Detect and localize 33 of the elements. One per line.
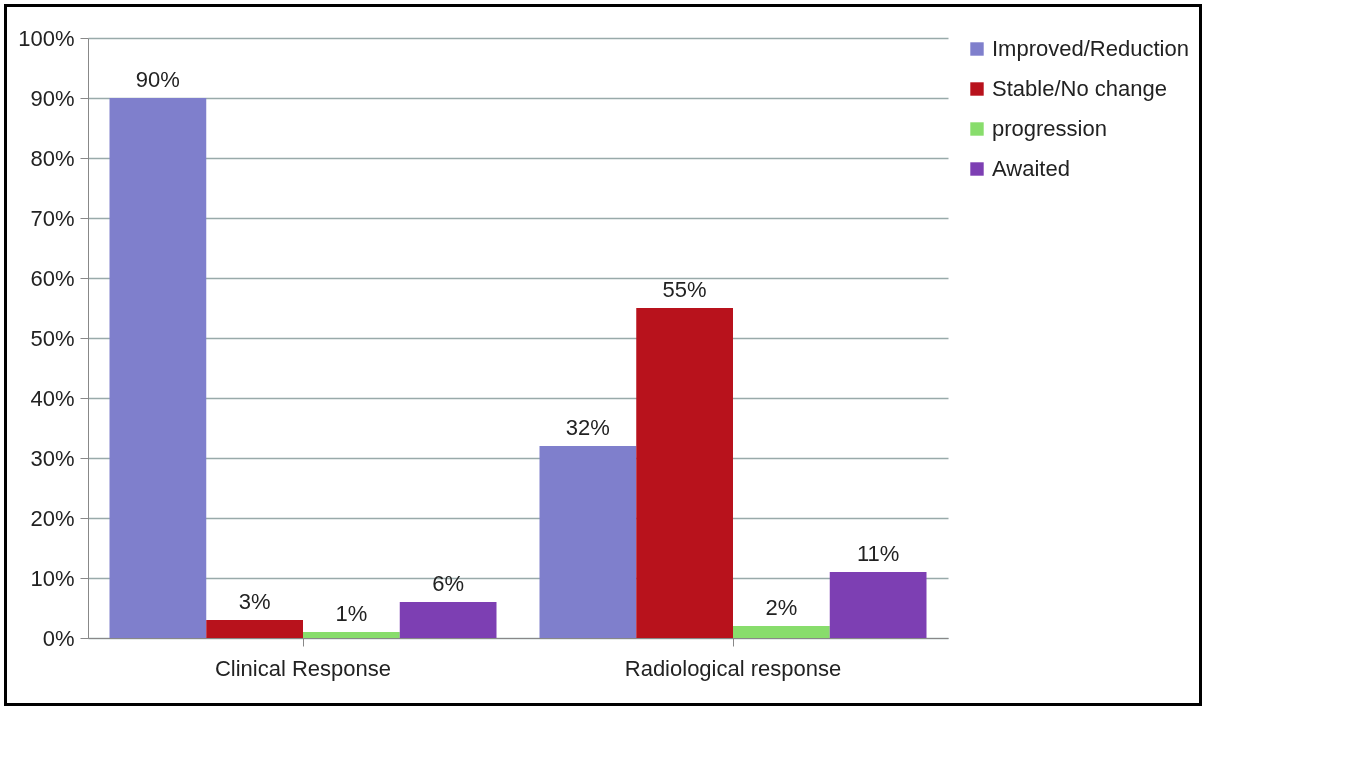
x-tick-label: Clinical Response — [214, 655, 392, 681]
data-label: 32% — [565, 415, 610, 440]
data-label: 6% — [432, 571, 465, 596]
data-label: 3% — [238, 589, 271, 614]
y-tick-label: 80% — [30, 145, 75, 171]
legend-label: progression — [992, 116, 1107, 141]
y-tick-label: 20% — [30, 505, 75, 531]
y-tick-label: 40% — [30, 385, 75, 411]
bar — [733, 626, 830, 638]
y-tick-label: 10% — [30, 565, 75, 591]
y-tick-label: 0% — [42, 625, 75, 651]
bar — [206, 620, 303, 638]
y-tick-label: 60% — [30, 265, 75, 291]
y-tick-label: 70% — [30, 205, 75, 231]
y-tick-label: 100% — [18, 25, 75, 51]
legend-label: Awaited — [992, 156, 1070, 181]
y-tick-label: 50% — [30, 325, 75, 351]
x-tick-label: Radiological response — [624, 655, 842, 681]
data-label: 11% — [856, 541, 900, 566]
y-tick-label: 30% — [30, 445, 75, 471]
bar — [399, 602, 497, 638]
data-label: 90% — [135, 67, 180, 92]
data-label: 1% — [335, 601, 368, 626]
bar — [303, 632, 400, 638]
data-label: 2% — [765, 595, 798, 620]
bar — [539, 446, 637, 638]
y-tick-label: 90% — [30, 85, 75, 111]
legend-label: Stable/No change — [992, 76, 1167, 101]
legend-label: Improved/Reduction — [992, 36, 1189, 61]
bar — [829, 572, 927, 638]
data-label: 55% — [662, 277, 707, 302]
bar — [636, 308, 733, 638]
bar — [109, 98, 207, 638]
